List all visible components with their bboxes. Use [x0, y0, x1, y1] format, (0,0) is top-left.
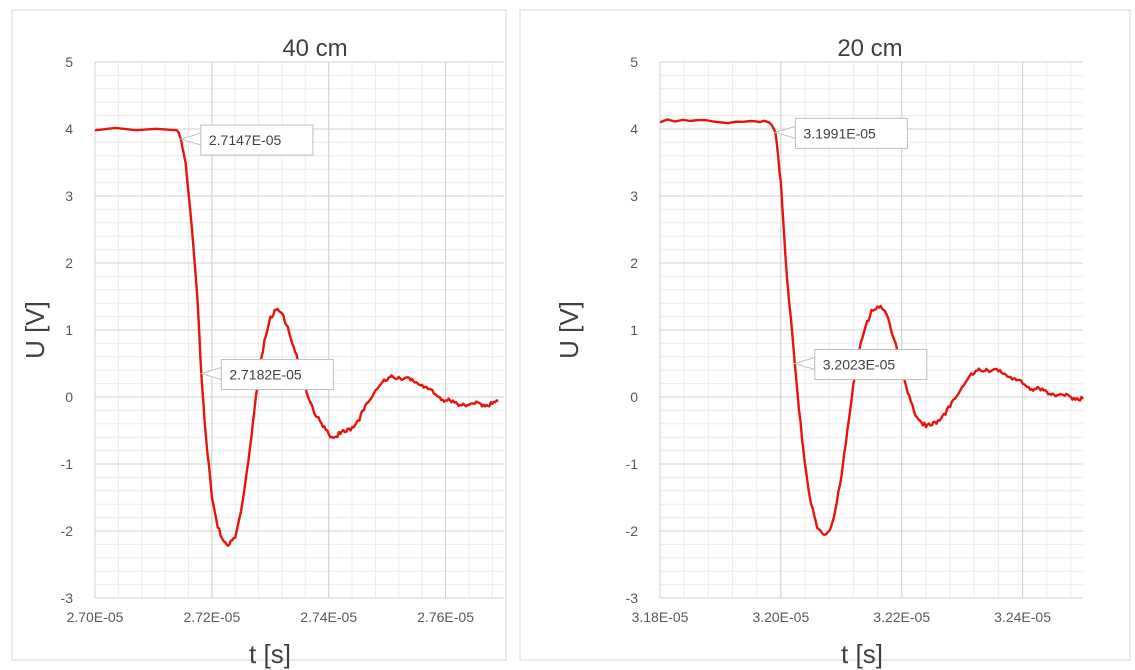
annotation-box — [814, 349, 928, 380]
y-tick-label: 5 — [630, 54, 638, 70]
y-tick-label: 1 — [65, 322, 73, 338]
y-tick-label: 4 — [65, 121, 73, 137]
series-line — [94, 126, 499, 547]
annotation-label: 2.7182E-05 — [229, 367, 302, 383]
annotation-box — [200, 124, 314, 156]
annotation-callout: 2.7182E-05 — [199, 359, 334, 391]
x-tick-label: 2.76E-05 — [417, 609, 474, 625]
y-tick-label: 4 — [630, 121, 638, 137]
major-gridlines — [659, 61, 1083, 599]
y-tick-label: 3 — [630, 188, 638, 204]
x-tick-label: 3.22E-05 — [873, 609, 930, 625]
y-tick-label: 0 — [630, 389, 638, 405]
x-tick-label: 2.70E-05 — [67, 609, 124, 625]
chart-frame — [519, 9, 1131, 661]
major-gridlines — [94, 61, 504, 599]
annotation-label: 3.2023E-05 — [823, 357, 896, 373]
annotation-callout: 2.7147E-05 — [179, 124, 314, 156]
y-tick-label: 3 — [65, 188, 73, 204]
y-tick-label: -1 — [61, 456, 74, 472]
y-tick-label: 2 — [65, 255, 73, 271]
y-tick-label: -3 — [61, 590, 74, 606]
x-axis-label: t [s] — [249, 639, 291, 669]
y-tick-label: 0 — [65, 389, 73, 405]
annotation-box — [220, 359, 334, 391]
y-tick-label: 1 — [630, 322, 638, 338]
x-tick-label: 3.24E-05 — [994, 609, 1051, 625]
chart-title: 20 cm — [837, 35, 902, 62]
annotation-label: 3.1991E-05 — [803, 125, 876, 141]
x-tick-label: 3.20E-05 — [752, 609, 809, 625]
x-axis-label: t [s] — [841, 639, 883, 669]
y-axis-label: U [V] — [20, 301, 50, 359]
x-tick-label: 2.74E-05 — [300, 609, 357, 625]
annotation-callout: 3.1991E-05 — [773, 117, 908, 149]
chart-panel-1: -3 -2 -1 0 1 2 3 4 5 2.70E-05 2.72E-05 2.74E-05 2.76… — [11, 9, 507, 669]
series-line — [659, 118, 1084, 536]
y-tick-label: -2 — [61, 523, 74, 539]
x-tick-label: 3.18E-05 — [632, 609, 689, 625]
y-tick-label: -3 — [626, 590, 639, 606]
y-tick-label: 2 — [630, 255, 638, 271]
y-axis-label: U [V] — [554, 301, 584, 359]
y-tick-label: 5 — [65, 54, 73, 70]
chart-title: 40 cm — [282, 35, 347, 62]
y-tick-label: -1 — [626, 456, 639, 472]
annotation-label: 2.7147E-05 — [209, 132, 282, 148]
chart-panel-2: -3 -2 -1 0 1 2 3 4 5 3.18E-05 3.20E-05 3.22E-05 3.24… — [519, 9, 1131, 669]
y-tick-label: -2 — [626, 523, 639, 539]
annotation-box — [794, 117, 908, 149]
annotation-callout: 3.2023E-05 — [793, 349, 928, 380]
x-tick-label: 2.72E-05 — [183, 609, 240, 625]
